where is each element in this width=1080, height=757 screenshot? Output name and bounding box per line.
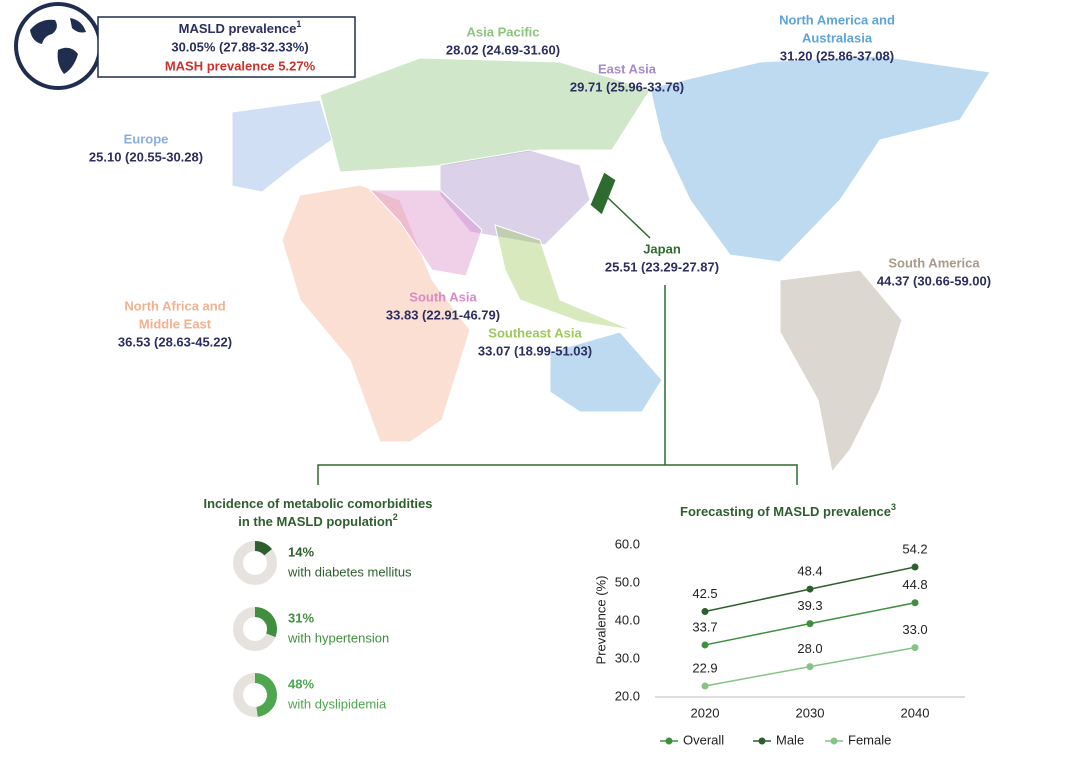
superscript: 2	[393, 512, 398, 522]
region-shape	[549, 331, 663, 413]
region-name: Europe	[124, 131, 169, 146]
region-name: Australasia	[802, 30, 873, 45]
masld-range: 30.05% (27.88-32.33%)	[171, 39, 308, 54]
data-label: 28.0	[797, 641, 822, 656]
region-value: 29.71 (25.96-33.76)	[570, 79, 684, 94]
donut-text: with dyslipidemia	[287, 696, 387, 711]
region-name: South Asia	[409, 289, 477, 304]
y-axis-label: Prevalence (%)	[593, 576, 608, 665]
y-tick-label: 30.0	[615, 650, 640, 665]
world-map	[231, 55, 991, 474]
data-point	[911, 563, 919, 571]
data-label: 33.0	[902, 622, 927, 637]
data-point	[806, 663, 814, 671]
region-name: Japan	[643, 241, 681, 256]
region-value: 44.37 (30.66-59.00)	[877, 273, 991, 288]
title-text: Incidence of metabolic comorbidities	[204, 496, 433, 511]
data-label: 44.8	[902, 577, 927, 592]
region-name: East Asia	[598, 61, 657, 76]
region-shape	[494, 224, 633, 331]
data-label: 48.4	[797, 564, 822, 579]
globe-icon	[14, 2, 102, 90]
region-shape	[281, 184, 471, 443]
region-shape	[319, 57, 651, 173]
data-label: 22.9	[692, 660, 717, 675]
region-value: 31.20 (25.86-37.08)	[780, 48, 894, 63]
legend-marker	[830, 737, 838, 745]
data-point	[911, 644, 919, 652]
region-name: South America	[888, 255, 980, 270]
donut-text: with hypertension	[287, 630, 389, 645]
legend-marker	[665, 737, 673, 745]
region-shape	[589, 171, 617, 216]
region-shape	[231, 99, 333, 193]
title-text: Forecasting of MASLD prevalence	[680, 504, 891, 519]
data-point	[701, 641, 709, 649]
superscript: 1	[296, 19, 301, 29]
data-point	[701, 608, 709, 615]
donut-value: 48%	[288, 676, 314, 691]
x-tick-label: 2030	[796, 705, 825, 720]
comorbidities-title: in the MASLD population2	[238, 512, 398, 529]
region-value: 25.51 (23.29-27.87)	[605, 259, 719, 274]
region-name: Middle East	[139, 316, 212, 331]
region-name: Asia Pacific	[467, 24, 540, 39]
masld-title: MASLD prevalence1	[179, 19, 302, 36]
region-shape	[779, 269, 903, 474]
region-shape	[649, 55, 991, 263]
mash-prevalence: MASH prevalence 5.27%	[165, 58, 316, 73]
data-label: 33.7	[692, 619, 717, 634]
region-value: 36.53 (28.63-45.22)	[118, 334, 232, 349]
x-tick-label: 2040	[901, 705, 930, 720]
line-chart: Forecasting of MASLD prevalence3 Prevalen…	[593, 502, 965, 747]
data-point	[806, 620, 814, 628]
data-point	[701, 682, 709, 690]
title-text: in the MASLD population	[238, 514, 393, 529]
data-label: 39.3	[797, 598, 822, 613]
region-value: 25.10 (20.55-30.28)	[89, 149, 203, 164]
legend-label: Male	[776, 732, 804, 747]
connector	[317, 196, 798, 485]
chart-title: Forecasting of MASLD prevalence3	[680, 502, 896, 519]
donut-value: 14%	[288, 544, 314, 559]
region-shape	[439, 149, 591, 246]
donut-arc	[254, 607, 277, 638]
region-shape	[368, 189, 483, 277]
region-name: North America and	[779, 12, 895, 27]
region-name: North Africa and	[124, 298, 225, 313]
header-box	[97, 16, 356, 78]
donut-arc	[254, 541, 272, 556]
y-tick-label: 50.0	[615, 574, 640, 589]
legend-label: Overall	[683, 732, 724, 747]
donut-value: 31%	[288, 610, 314, 625]
y-tick-label: 60.0	[615, 536, 640, 551]
comorbidities-title: Incidence of metabolic comorbidities	[204, 496, 433, 511]
region-value: 33.83 (22.91-46.79)	[386, 307, 500, 322]
masld-title-text: MASLD prevalence	[179, 21, 297, 36]
data-point	[806, 585, 814, 593]
region-name: Southeast Asia	[488, 325, 582, 340]
legend-label: Female	[848, 732, 891, 747]
data-label: 54.2	[902, 541, 927, 556]
donut-text: with diabetes mellitus	[287, 564, 412, 579]
region-value: 28.02 (24.69-31.60)	[446, 42, 560, 57]
y-tick-label: 40.0	[615, 612, 640, 627]
region-value: 33.07 (18.99-51.03)	[478, 343, 592, 358]
x-tick-label: 2020	[691, 705, 720, 720]
superscript: 3	[891, 502, 896, 512]
data-point	[911, 599, 919, 607]
legend-marker	[758, 737, 766, 745]
donut-arc	[254, 673, 277, 717]
data-label: 42.5	[692, 586, 717, 601]
y-tick-label: 20.0	[615, 688, 640, 703]
